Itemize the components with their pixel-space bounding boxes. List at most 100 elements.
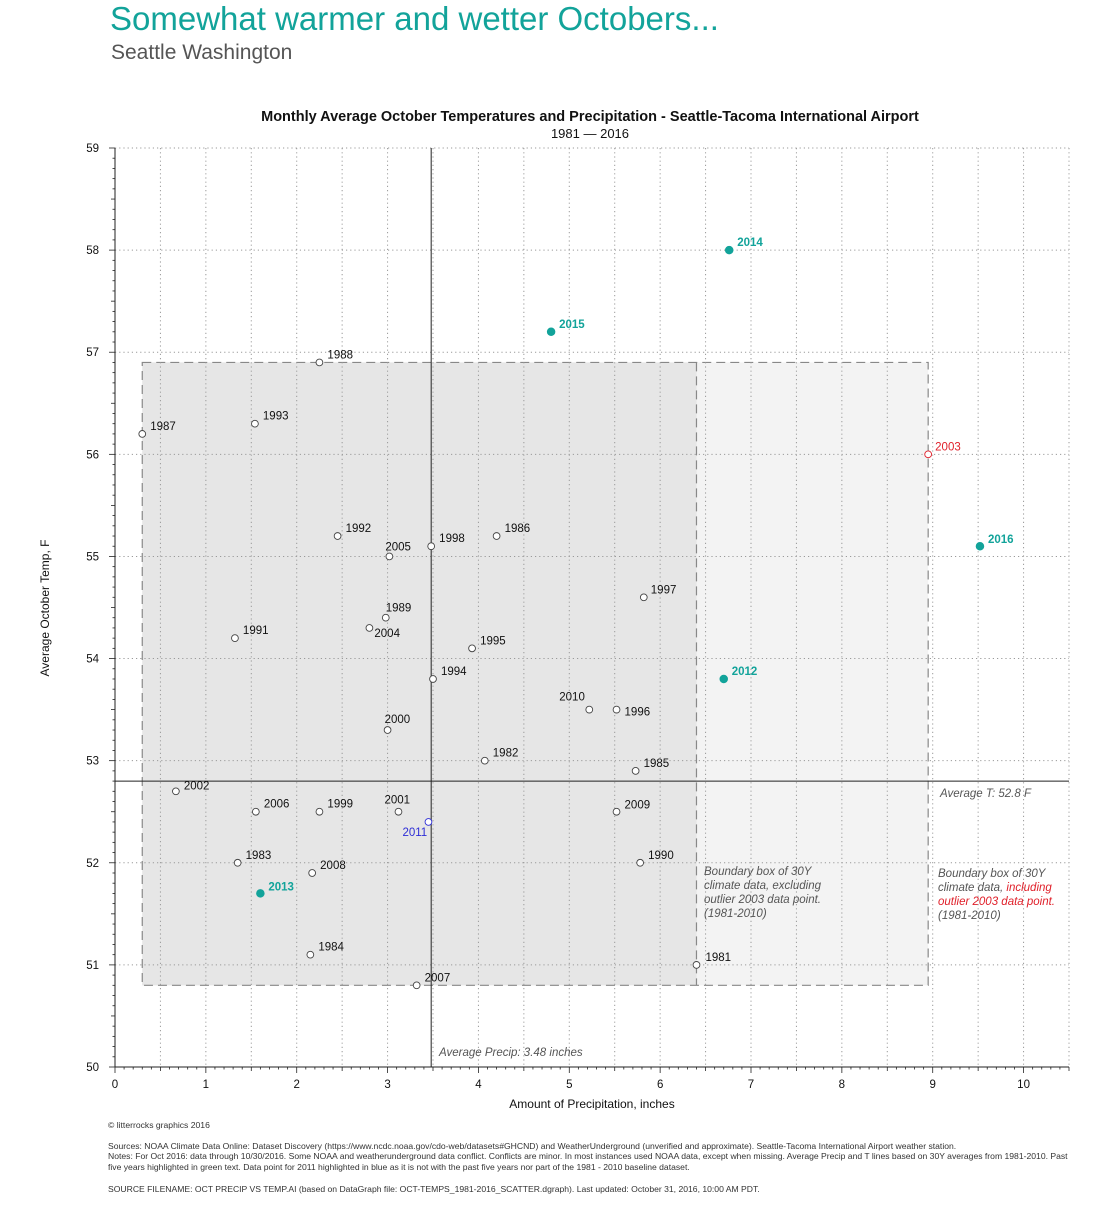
point-marker	[429, 675, 437, 683]
data-point-2006: 2006	[251, 799, 289, 816]
point-label: 1999	[327, 799, 353, 811]
y-tick-label: 56	[86, 449, 99, 461]
x-tick-label: 7	[748, 1079, 754, 1091]
footer-credit: © litterrocks graphics 2016	[108, 1120, 210, 1130]
box-including-note-2: climate data, including	[938, 882, 1052, 894]
point-label: 1986	[505, 523, 531, 535]
box-excluding-note-1: Boundary box of 30Y	[704, 866, 813, 878]
point-label: 1998	[439, 533, 465, 545]
point-marker	[975, 541, 985, 551]
point-marker	[365, 624, 374, 632]
point-label: 1988	[327, 349, 353, 361]
x-tick-label: 10	[1017, 1079, 1030, 1091]
point-label: 1993	[263, 411, 289, 423]
point-label: 1982	[493, 748, 519, 760]
page-headline: Somewhat warmer and wetter Octobers...	[110, 0, 719, 37]
point-label: 1994	[441, 666, 467, 678]
point-label: 1991	[243, 625, 269, 637]
box-excluding-fill	[142, 362, 697, 986]
point-marker	[383, 726, 392, 734]
x-tick-label: 3	[384, 1079, 390, 1091]
point-marker	[233, 858, 242, 867]
point-label: 1995	[480, 635, 506, 647]
point-marker	[412, 981, 421, 990]
data-point-1983: 1983	[233, 850, 272, 867]
avg-temp-label: Average T: 52.8 F	[939, 788, 1032, 800]
data-point-2010: 2010	[559, 692, 594, 714]
box-including-note-2-red: including	[1006, 882, 1052, 894]
data-point-2000: 2000	[383, 714, 411, 734]
point-label: 1997	[651, 584, 677, 596]
page-subheadline: Seattle Washington	[111, 41, 293, 64]
data-point-1987: 1987	[138, 421, 176, 438]
point-marker	[427, 542, 436, 551]
point-marker	[585, 705, 594, 714]
data-point-1989: 1989	[381, 603, 412, 622]
x-tick-label: 2	[294, 1079, 300, 1091]
point-marker	[394, 807, 403, 816]
point-marker	[381, 613, 390, 622]
data-point-1984: 1984	[306, 942, 345, 959]
x-tick-label: 4	[475, 1079, 482, 1091]
point-label: 2000	[385, 714, 411, 726]
data-point-2004: 2004	[365, 624, 401, 640]
data-point-1993: 1993	[251, 411, 289, 428]
point-marker	[612, 705, 621, 714]
point-marker	[546, 327, 556, 337]
box-excluding-note-3: outlier 2003 data point.	[704, 894, 821, 906]
data-point-1991: 1991	[231, 625, 269, 642]
point-marker	[719, 674, 728, 684]
point-marker	[256, 889, 265, 898]
point-marker	[468, 644, 476, 653]
point-marker	[251, 419, 259, 428]
x-tick-label: 0	[112, 1079, 118, 1091]
point-label: 2007	[425, 972, 451, 984]
point-label: 1983	[246, 850, 272, 862]
box-including-border	[141, 361, 929, 986]
point-marker	[315, 358, 324, 367]
point-marker	[172, 787, 180, 796]
data-point-2012: 2012	[719, 666, 757, 684]
data-point-1986: 1986	[492, 523, 531, 540]
avg-precip-label: Average Precip: 3.48 inches	[438, 1047, 583, 1059]
x-tick-label: 5	[566, 1079, 572, 1091]
point-label: 2001	[384, 795, 410, 807]
data-point-2005: 2005	[385, 541, 411, 561]
point-label: 2005	[385, 541, 411, 553]
box-including-note-2-plain: climate data,	[938, 882, 1006, 894]
chart-title: Monthly Average October Temperatures and…	[261, 109, 919, 125]
point-label: 1981	[705, 952, 731, 964]
scatter-chart: Monthly Average October Temperatures and…	[38, 109, 1070, 1110]
data-point-2016: 2016	[975, 534, 1014, 551]
point-marker	[924, 450, 933, 459]
data-point-1999: 1999	[315, 799, 353, 816]
point-marker	[251, 807, 260, 816]
y-tick-label: 53	[86, 756, 99, 768]
point-label: 2008	[320, 860, 346, 872]
data-points: 1981 1982 1983 1984 1985 1986 1987 1988 1989 1990…	[138, 237, 1014, 990]
data-point-2014: 2014	[724, 237, 763, 255]
point-marker	[724, 245, 734, 255]
data-point-1992: 1992	[333, 523, 372, 540]
x-tick-label: 9	[930, 1079, 936, 1091]
reference-lines	[115, 148, 1069, 1067]
point-label: 1985	[644, 758, 670, 770]
point-label: 1989	[386, 603, 412, 615]
point-label: 1992	[346, 523, 372, 535]
data-point-1994: 1994	[429, 666, 467, 683]
point-marker	[231, 634, 239, 642]
data-point-1988: 1988	[315, 349, 353, 367]
box-including-note-1: Boundary box of 30Y	[938, 868, 1047, 880]
point-marker	[480, 756, 489, 765]
y-tick-label: 52	[86, 858, 99, 870]
point-label: 2016	[988, 534, 1014, 546]
box-including-note-3: outlier 2003 data point.	[938, 896, 1055, 908]
data-point-2015: 2015	[546, 319, 585, 337]
point-marker	[315, 807, 324, 816]
point-marker	[492, 532, 501, 540]
data-point-2008: 2008	[308, 860, 346, 877]
data-point-1996: 1996	[612, 705, 650, 719]
data-point-2002: 2002	[172, 780, 209, 796]
point-marker	[612, 807, 621, 816]
